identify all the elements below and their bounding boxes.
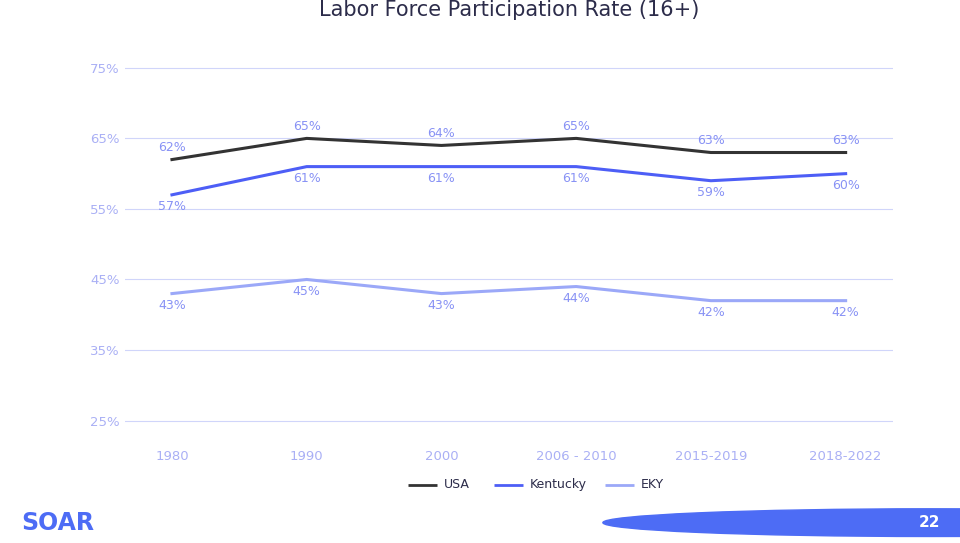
Text: SOAR: SOAR bbox=[21, 510, 94, 535]
Text: 60%: 60% bbox=[831, 179, 859, 192]
Text: Kentucky: Kentucky bbox=[530, 478, 587, 491]
Text: 22: 22 bbox=[919, 515, 940, 530]
Text: 43%: 43% bbox=[427, 299, 455, 312]
Text: 63%: 63% bbox=[697, 134, 725, 147]
Text: 61%: 61% bbox=[293, 172, 321, 185]
Text: 59%: 59% bbox=[697, 186, 725, 199]
Text: 42%: 42% bbox=[831, 306, 859, 319]
Text: EKY: EKY bbox=[640, 478, 663, 491]
Text: 44%: 44% bbox=[563, 292, 590, 305]
Text: 65%: 65% bbox=[293, 120, 321, 132]
Text: USA: USA bbox=[444, 478, 469, 491]
Text: 42%: 42% bbox=[697, 306, 725, 319]
Circle shape bbox=[603, 509, 960, 536]
Text: 57%: 57% bbox=[158, 200, 186, 213]
Text: 63%: 63% bbox=[831, 134, 859, 147]
Title: Labor Force Participation Rate (16+): Labor Force Participation Rate (16+) bbox=[319, 0, 699, 20]
Text: 64%: 64% bbox=[427, 127, 455, 140]
Text: 61%: 61% bbox=[563, 172, 590, 185]
Text: 43%: 43% bbox=[158, 299, 186, 312]
Text: 61%: 61% bbox=[427, 172, 455, 185]
Text: 65%: 65% bbox=[563, 120, 590, 132]
Text: 45%: 45% bbox=[293, 285, 321, 298]
Text: 62%: 62% bbox=[158, 141, 186, 154]
